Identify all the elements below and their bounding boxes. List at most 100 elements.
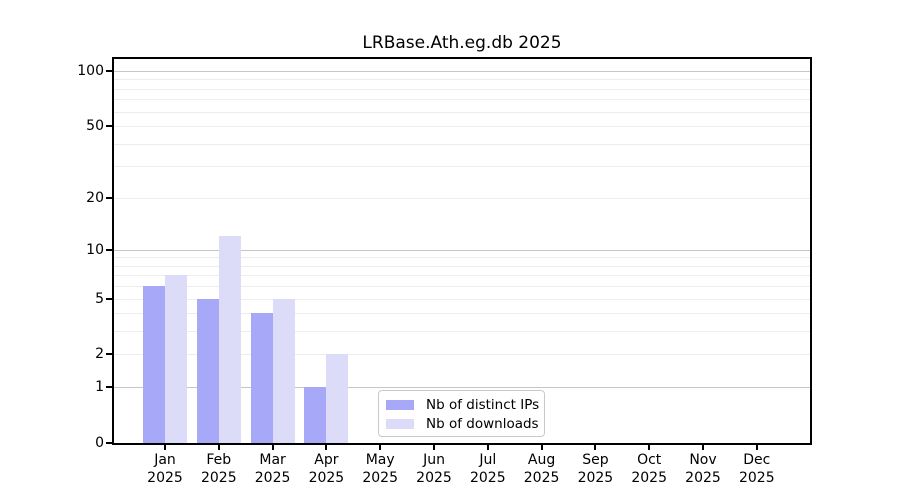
x-tick-year: 2025 (308, 470, 345, 486)
y-tick-label: 0 (95, 435, 104, 451)
x-tick-month: Apr (314, 452, 339, 468)
y-tick-label: 1 (95, 379, 104, 396)
x-tick-month: May (365, 452, 395, 468)
x-tick-year: 2025 (200, 470, 237, 486)
y-tick-label: 2 (95, 346, 104, 363)
y-minor-gridline (114, 298, 810, 300)
x-tick-label: Aug 2025 (512, 451, 572, 487)
bar-distinct-ips (196, 298, 219, 443)
x-tick-month: Sep (582, 452, 609, 468)
x-tick-month: Nov (689, 452, 717, 468)
x-tick-year: 2025 (147, 470, 183, 486)
y-minor-gridline (114, 265, 810, 267)
x-tick-label: Sep 2025 (565, 451, 625, 487)
x-tick-mark (702, 445, 704, 450)
x-tick-mark (755, 445, 758, 450)
legend-swatch-distinct-ips (386, 400, 414, 410)
x-tick-mark (217, 445, 220, 450)
y-major-gridline (114, 71, 810, 72)
y-minor-gridline (114, 354, 810, 356)
x-tick-year: 2025 (685, 470, 721, 486)
bar-distinct-ips (143, 286, 165, 443)
y-minor-gridline (114, 143, 810, 145)
legend-label: Nb of downloads (426, 416, 539, 432)
y-tick-label: 10 (86, 241, 104, 258)
bar-downloads (326, 354, 349, 443)
x-tick-label: Jul 2025 (458, 451, 518, 487)
x-tick-label: Mar 2025 (243, 451, 303, 487)
y-tick-label: 20 (86, 189, 104, 206)
y-minor-gridline (114, 79, 810, 81)
x-tick-year: 2025 (362, 470, 398, 486)
y-minor-gridline (114, 286, 810, 288)
x-tick-year: 2025 (469, 470, 506, 486)
x-tick-month: Aug (527, 452, 556, 468)
y-tick-mark (106, 386, 112, 389)
bar-downloads (165, 275, 187, 443)
x-tick-label: Feb 2025 (189, 451, 249, 487)
x-tick-mark (433, 445, 435, 450)
x-tick-label: May 2025 (350, 451, 410, 487)
y-minor-gridline (114, 126, 810, 128)
y-tick-mark (106, 353, 112, 356)
legend-swatch-downloads (386, 419, 414, 429)
y-major-gridline (114, 249, 810, 251)
y-tick-label: 100 (77, 63, 104, 79)
x-tick-month: Jul (479, 452, 497, 468)
x-tick-label: Oct 2025 (619, 451, 679, 487)
y-tick-label: 50 (86, 118, 104, 135)
y-tick-mark (106, 125, 112, 128)
legend-entry: Nb of downloads (386, 415, 539, 433)
y-tick-mark (106, 297, 112, 300)
y-minor-gridline (114, 99, 810, 101)
legend-label: Nb of distinct IPs (426, 397, 540, 413)
bar-distinct-ips (250, 313, 273, 443)
legend: Nb of distinct IPs Nb of downloads (378, 390, 545, 437)
x-tick-year: 2025 (577, 470, 614, 486)
x-tick-year: 2025 (254, 470, 291, 486)
y-tick-mark (106, 70, 112, 72)
x-tick-month: Oct (637, 452, 662, 468)
y-minor-gridline (114, 88, 810, 90)
y-minor-gridline (114, 166, 810, 168)
x-tick-label: Apr 2025 (296, 451, 356, 487)
y-major-gridline (114, 387, 810, 389)
x-tick-month: Jun (423, 452, 445, 468)
x-tick-label: Dec 2025 (727, 451, 787, 487)
x-tick-year: 2025 (738, 470, 775, 486)
y-minor-gridline (114, 197, 810, 199)
y-minor-gridline (114, 111, 810, 113)
y-tick-label: 5 (95, 290, 104, 307)
y-minor-gridline (114, 257, 810, 259)
x-tick-year: 2025 (523, 470, 560, 486)
x-tick-label: Jun 2025 (404, 451, 464, 487)
x-tick-mark (325, 445, 328, 450)
legend-entry: Nb of distinct IPs (386, 396, 540, 414)
y-minor-gridline (114, 331, 810, 333)
x-tick-month: Jan (154, 452, 176, 468)
plot-area (112, 57, 812, 445)
bar-downloads (272, 298, 295, 443)
x-tick-mark (271, 445, 274, 450)
y-tick-mark (106, 196, 112, 199)
x-tick-mark (648, 445, 651, 450)
bar-downloads (218, 236, 241, 443)
x-tick-month: Dec (743, 452, 771, 468)
x-tick-label: Jan 2025 (135, 451, 195, 487)
x-tick-year: 2025 (631, 470, 667, 486)
x-tick-label: Nov 2025 (673, 451, 733, 487)
x-tick-mark (486, 445, 489, 450)
y-tick-mark (106, 248, 112, 251)
chart-title: LRBase.Ath.eg.db 2025 (362, 33, 562, 53)
x-tick-year: 2025 (416, 470, 452, 486)
x-tick-mark (379, 445, 382, 450)
x-tick-mark (164, 445, 166, 450)
x-tick-month: Feb (206, 452, 232, 468)
x-tick-mark (594, 445, 597, 450)
y-minor-gridline (114, 313, 810, 315)
bar-distinct-ips (304, 387, 327, 443)
y-minor-gridline (114, 275, 810, 277)
x-tick-mark (540, 445, 543, 450)
x-tick-month: Mar (259, 452, 286, 468)
